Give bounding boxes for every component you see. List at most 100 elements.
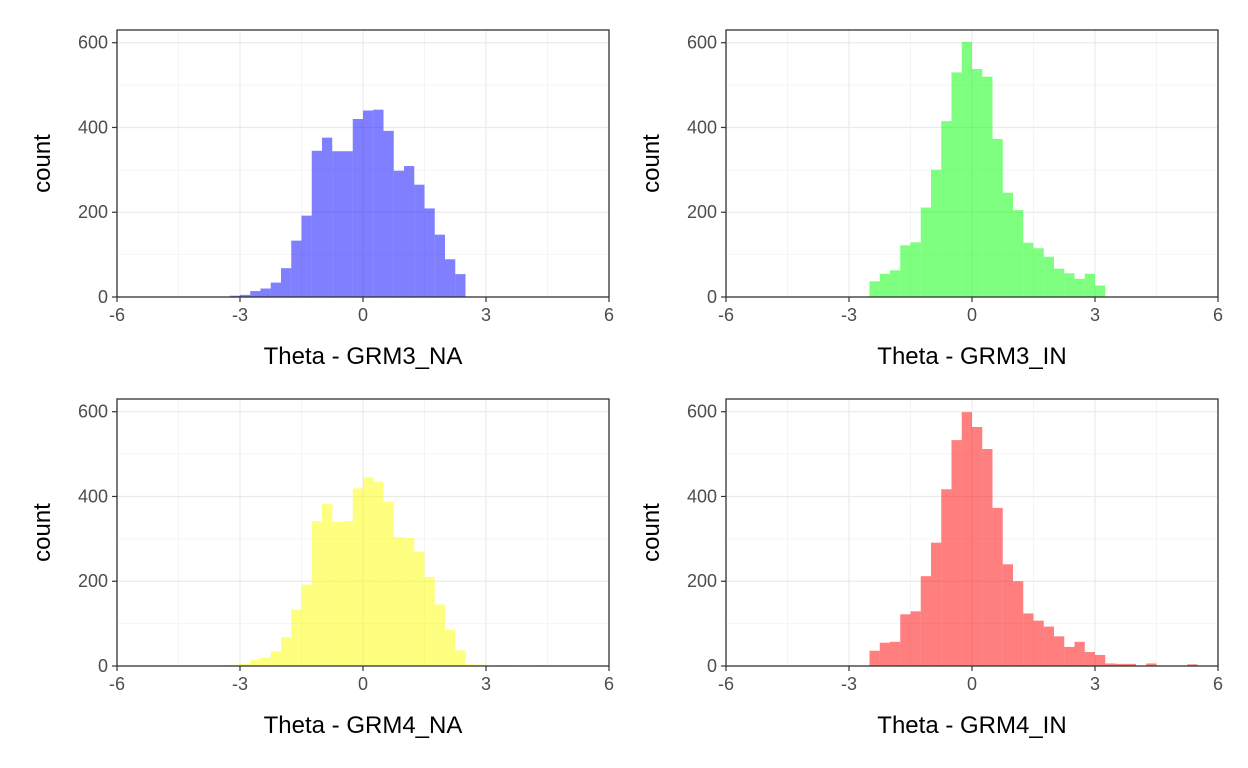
x-tick-label: -3 [232, 305, 248, 325]
x-tick-label: 0 [967, 305, 977, 325]
x-tick-label: -3 [232, 674, 248, 694]
histogram-bar [455, 650, 466, 666]
histogram-bar [972, 68, 983, 297]
histogram-bar [1054, 636, 1065, 666]
x-tick-label: 3 [481, 674, 491, 694]
histogram-panel-3: -6 -3 0 3 6 0 200 400 600 Theta - GRM4_NA count [29, 398, 614, 739]
histogram-bar [342, 151, 353, 297]
histogram-bar [961, 41, 972, 297]
histogram-bar [393, 170, 404, 297]
histogram-bar [879, 273, 890, 297]
x-tick-label: -6 [109, 674, 125, 694]
histogram-bar [951, 440, 962, 666]
x-tick-label: 6 [604, 674, 614, 694]
y-tick-label: 400 [687, 117, 717, 137]
histogram-bar [900, 245, 911, 297]
histogram-bar [920, 576, 931, 666]
histogram-bar [424, 208, 435, 297]
histogram-bar [434, 234, 445, 297]
histogram-bar [383, 130, 394, 297]
histogram-bar [1013, 581, 1024, 666]
histogram-bar [1074, 278, 1085, 297]
histogram-bar [352, 488, 363, 666]
histogram-bar [260, 657, 271, 666]
x-tick-label: 0 [358, 305, 368, 325]
y-axis-title: count [29, 134, 56, 193]
histogram-bar [250, 291, 261, 297]
histogram-bar [311, 150, 322, 297]
y-tick-label: 0 [98, 287, 108, 307]
histogram-bar [270, 282, 281, 297]
histogram-bar [240, 294, 251, 297]
y-tick-label: 600 [687, 402, 717, 422]
histogram-bar [424, 577, 435, 666]
histogram-bar [1187, 664, 1198, 666]
y-tick-label: 400 [687, 486, 717, 506]
histogram-bar [931, 542, 942, 666]
y-tick-label: 400 [78, 486, 108, 506]
histogram-bar [301, 215, 312, 297]
histogram-bar [1095, 654, 1106, 666]
histogram-bar [951, 72, 962, 297]
histogram-bar [1033, 620, 1044, 666]
histogram-bar [1084, 273, 1095, 297]
histogram-bar [1095, 285, 1106, 297]
histogram-bar [291, 609, 302, 666]
x-tick-label: 3 [481, 305, 491, 325]
histogram-bar [890, 270, 901, 297]
histogram-bar [414, 551, 425, 666]
histogram-bar [992, 507, 1003, 666]
x-tick-label: -3 [841, 305, 857, 325]
x-tick-label: 6 [604, 305, 614, 325]
histogram-bar [434, 604, 445, 666]
x-tick-label: -6 [109, 305, 125, 325]
x-tick-label: -3 [841, 674, 857, 694]
histogram-bar [363, 110, 374, 298]
histogram-bar [1043, 626, 1054, 666]
histogram-bar [363, 477, 374, 666]
histogram-bar [941, 121, 952, 297]
histogram-bar [393, 537, 404, 666]
histogram-bar [900, 614, 911, 666]
x-tick-label: 6 [1213, 305, 1223, 325]
histogram-bar [342, 521, 353, 666]
histogram-bar [281, 268, 292, 297]
histogram-bar [322, 504, 333, 666]
y-tick-label: 0 [707, 656, 717, 676]
histogram-bar [910, 242, 921, 297]
histogram-bar [1023, 242, 1034, 297]
histogram-bar [982, 76, 993, 297]
x-tick-label: 3 [1090, 674, 1100, 694]
histogram-bar [301, 584, 312, 666]
x-tick-label: -6 [718, 674, 734, 694]
histogram-bar [890, 641, 901, 666]
histogram-bar [332, 521, 343, 666]
histogram-bar [1023, 613, 1034, 666]
x-tick-label: 6 [1213, 674, 1223, 694]
histogram-bar [240, 663, 251, 666]
y-tick-label: 0 [707, 287, 717, 307]
histogram-bar [869, 650, 880, 666]
histogram-bar [445, 259, 456, 297]
y-tick-label: 200 [78, 202, 108, 222]
y-tick-label: 600 [78, 33, 108, 53]
x-tick-label: 0 [358, 674, 368, 694]
y-tick-label: 0 [98, 656, 108, 676]
histogram-bar [465, 664, 476, 666]
histogram-bar [373, 109, 384, 297]
histogram-bar [931, 169, 942, 297]
histogram-bar [1064, 273, 1075, 297]
histogram-bar [879, 642, 890, 666]
x-axis-title: Theta - GRM3_NA [264, 343, 463, 370]
x-axis-title: Theta - GRM4_NA [264, 712, 463, 739]
histogram-bar [270, 651, 281, 666]
histogram-bar [383, 501, 394, 666]
histogram-bar [920, 207, 931, 297]
histogram-bar [1002, 564, 1013, 666]
y-tick-label: 400 [78, 117, 108, 137]
histogram-panel-2: -6 -3 0 3 6 0 200 400 600 Theta - GRM3_IN count [638, 29, 1223, 370]
histogram-bar [982, 449, 993, 666]
y-axis-title: count [29, 503, 56, 562]
histogram-bar [250, 659, 261, 666]
histogram-bar [352, 119, 363, 297]
